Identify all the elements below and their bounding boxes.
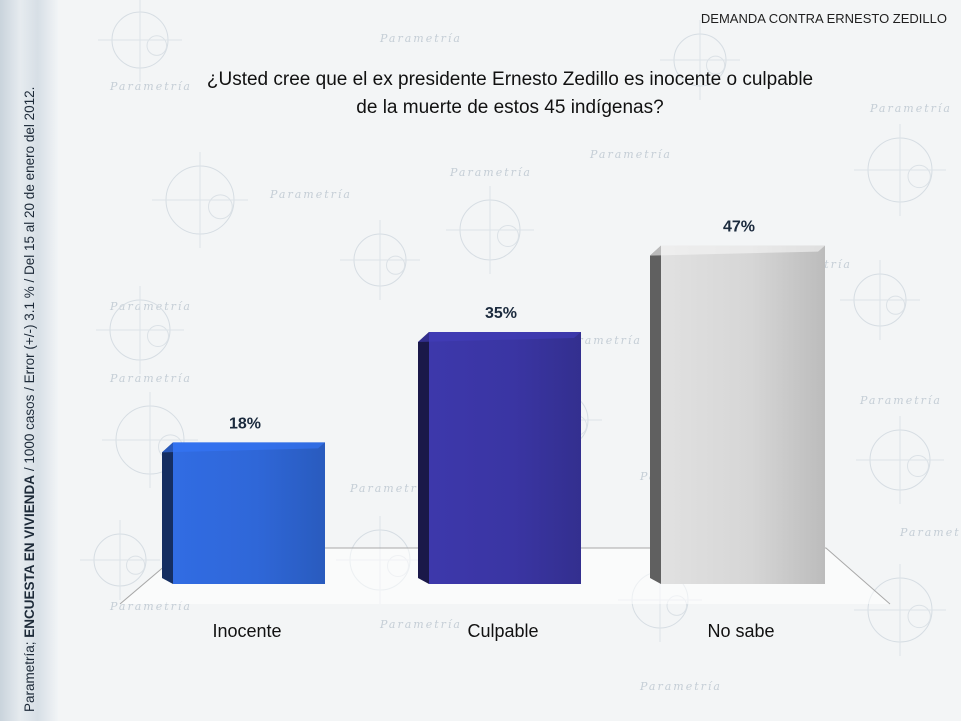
- watermark-text: Parametría: [639, 680, 722, 693]
- bar-inocente: [162, 442, 325, 584]
- watermark-text: Parametría: [589, 148, 672, 161]
- watermark-text: Parametría: [109, 80, 192, 93]
- category-label: No sabe: [707, 621, 774, 641]
- category-label: Inocente: [212, 621, 281, 641]
- bar-top-face: [418, 332, 581, 342]
- question-line-2: de la muerte de estos 45 indígenas?: [356, 97, 664, 118]
- watermark-text: Parametría: [379, 32, 462, 45]
- question-title: ¿Usted cree que el ex presidente Ernesto…: [150, 66, 870, 122]
- bar-top-face: [650, 245, 825, 256]
- watermark-text: Parametría: [349, 482, 432, 495]
- bar-no-sabe: [650, 245, 825, 584]
- watermark-text: Parametría: [869, 102, 952, 115]
- category-label: Culpable: [467, 621, 538, 641]
- watermark-text: Parametría: [859, 394, 942, 407]
- bar-front-face: [429, 332, 581, 584]
- bar-front-face: [173, 442, 325, 584]
- bar-culpable: [418, 332, 581, 584]
- bar-side-face: [650, 245, 661, 584]
- question-line-1: ¿Usted cree que el ex presidente Ernesto…: [206, 69, 814, 90]
- watermark-text: Parametría: [269, 188, 352, 201]
- bar-side-face: [418, 332, 429, 584]
- bar-front-face: [661, 245, 825, 584]
- bar-side-face: [162, 442, 173, 584]
- slide-header: DEMANDA CONTRA ERNESTO ZEDILLO: [700, 11, 947, 26]
- data-label: 47%: [723, 219, 755, 236]
- data-label: 18%: [229, 415, 261, 432]
- watermark-text: Parametría: [449, 166, 532, 179]
- watermark-text: Parametría: [109, 372, 192, 385]
- side-strip: [0, 0, 58, 721]
- data-label: 35%: [485, 305, 517, 322]
- watermark-text: Parametría: [379, 618, 462, 631]
- watermark-text: Parametría: [899, 526, 961, 539]
- watermark-text: Parametría: [109, 300, 192, 313]
- bar-top-face: [162, 442, 325, 453]
